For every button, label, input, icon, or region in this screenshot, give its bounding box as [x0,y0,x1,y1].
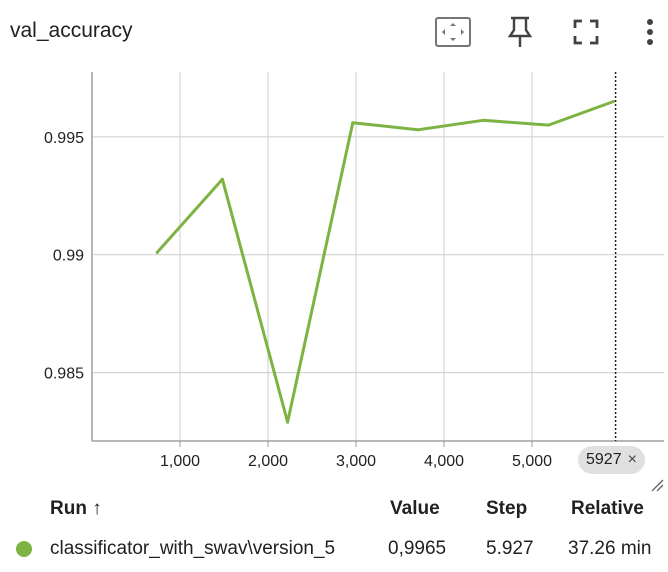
x-tick-label: 1,000 [160,453,200,470]
pin-icon[interactable] [500,12,540,52]
series-line[interactable] [155,100,616,424]
y-tick-label: 0.985 [44,366,84,383]
y-tick-label: 0.99 [53,248,84,265]
data-point[interactable] [546,123,550,127]
data-point[interactable] [351,121,355,125]
line-chart[interactable]: 1,000 2,000 3,000 4,000 5,000 0.985 0.99 0.995 [0,60,668,480]
data-point[interactable] [416,128,420,132]
close-icon[interactable]: × [627,451,637,468]
data-point[interactable] [220,177,224,181]
step-chip[interactable]: 5927 × [578,446,645,474]
step-chip-label: 5927 [586,451,622,468]
x-tick-label: 2,000 [248,453,288,470]
x-tick-label: 4,000 [424,453,464,470]
data-point[interactable] [481,118,485,122]
fit-domain-icon[interactable] [433,12,473,52]
run-color-dot [16,541,32,557]
run-relative: 37.26 min [568,538,652,559]
chart-title: val_accuracy [10,19,133,42]
more-vert-icon[interactable] [630,12,668,52]
data-point[interactable] [155,250,159,254]
run-value: 0,9965 [388,538,447,559]
run-name: classificator_with_swav\version_5 [50,538,336,559]
x-tick-label: 5,000 [512,453,552,470]
column-header-run[interactable]: Run ↑ [50,498,102,519]
data-point[interactable] [286,420,290,424]
data-point[interactable] [612,99,616,103]
column-header-step[interactable]: Step [486,498,528,519]
x-tick-label: 3,000 [336,453,376,470]
run-step: 5.927 [486,538,534,559]
column-header-relative[interactable]: Relative [571,498,644,519]
fullscreen-icon[interactable] [566,12,606,52]
column-header-value[interactable]: Value [390,498,440,519]
y-tick-label: 0.995 [44,130,84,147]
resize-handle-icon[interactable] [650,478,664,492]
